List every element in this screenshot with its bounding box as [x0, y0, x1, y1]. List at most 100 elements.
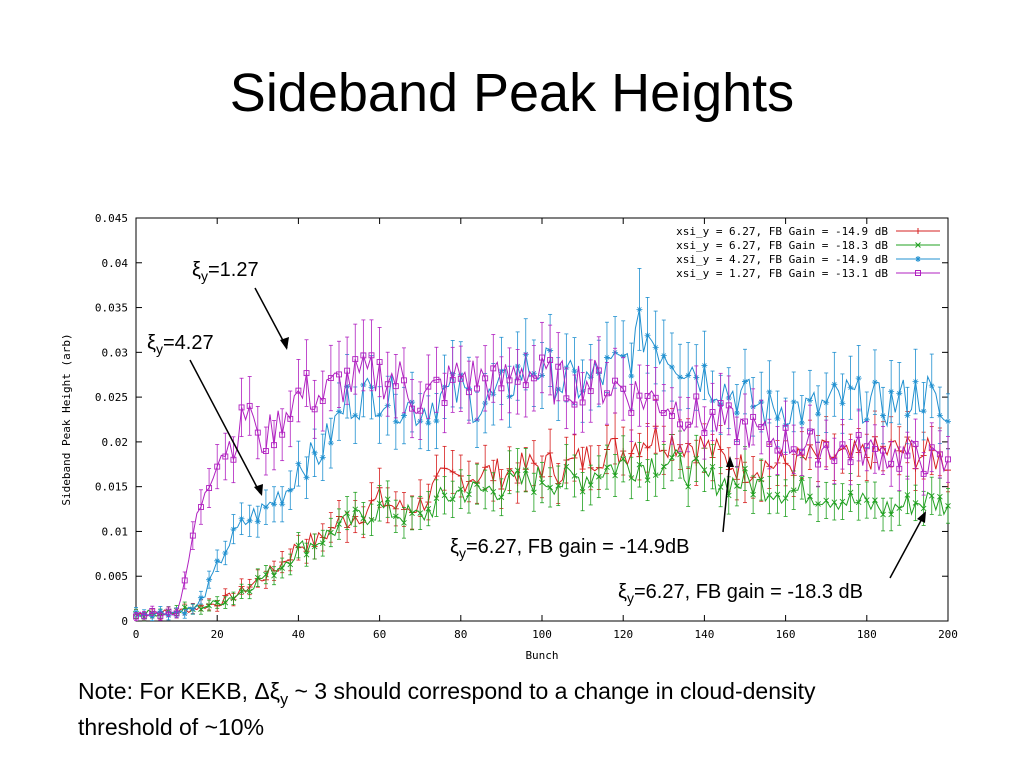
slide-note: Note: For KEKB, Δξy ~ 3 should correspon… — [78, 678, 816, 740]
data-point — [628, 409, 635, 416]
data-point — [620, 385, 627, 392]
data-point — [595, 367, 602, 374]
data-point — [311, 406, 318, 413]
y-tick-label: 0 — [121, 615, 128, 628]
data-point — [311, 543, 318, 550]
data-point — [328, 529, 334, 536]
data-point — [449, 376, 456, 383]
data-point — [238, 588, 245, 595]
data-point — [863, 443, 870, 450]
y-tick-label: 0.02 — [102, 436, 129, 449]
data-point — [263, 571, 269, 578]
data-point — [303, 551, 310, 558]
slide-title: Sideband Peak Heights — [229, 63, 795, 123]
data-point — [279, 565, 285, 571]
data-point — [644, 477, 651, 483]
data-point — [871, 379, 878, 386]
data-point — [336, 521, 342, 527]
data-point — [482, 464, 489, 471]
data-point — [368, 517, 375, 523]
data-point — [677, 374, 684, 381]
data-point — [612, 472, 618, 479]
data-point — [498, 494, 505, 501]
data-point — [262, 504, 269, 511]
data-point — [457, 486, 464, 493]
data-point — [734, 483, 740, 489]
data-point — [790, 446, 797, 453]
data-point — [904, 452, 911, 459]
data-point — [279, 501, 286, 508]
annotation-xi-6-27-18-3: ξy=6.27, FB gain = -18.3 dB — [618, 511, 926, 606]
data-point — [482, 375, 489, 382]
data-point — [376, 412, 383, 419]
svg-text:ξy=6.27, FB gain = -14.9dB: ξy=6.27, FB gain = -14.9dB — [450, 536, 689, 561]
data-point — [604, 464, 610, 470]
data-point — [157, 613, 164, 620]
data-point — [758, 476, 765, 483]
legend-marker — [915, 256, 921, 262]
data-point — [709, 409, 716, 415]
data-point — [246, 402, 253, 409]
data-point — [571, 473, 578, 479]
x-axis-label: Bunch — [525, 649, 558, 662]
x-tick-label: 80 — [454, 628, 467, 641]
data-point — [206, 602, 212, 609]
data-point — [441, 400, 448, 406]
xi-symbol: ξ — [192, 259, 201, 281]
data-point — [701, 362, 708, 369]
data-point — [133, 613, 139, 620]
data-point — [912, 500, 919, 506]
data-point — [579, 466, 586, 473]
y-tick-label: 0.045 — [95, 212, 128, 225]
data-point — [863, 416, 870, 423]
data-point — [806, 397, 813, 404]
data-point — [774, 415, 781, 422]
data-point — [539, 479, 545, 486]
arrowhead-icon — [726, 456, 734, 467]
data-point — [685, 372, 692, 379]
annotation-xi-1-27: ξy=1.27 — [192, 259, 289, 350]
data-point — [766, 492, 773, 498]
data-point — [368, 497, 375, 504]
data-point — [344, 367, 351, 374]
data-point — [344, 510, 350, 516]
data-point — [319, 398, 326, 405]
data-point — [880, 447, 886, 454]
data-point — [547, 484, 553, 491]
data-point — [327, 375, 334, 381]
data-point — [449, 468, 456, 475]
data-point — [506, 469, 513, 476]
data-point — [612, 435, 619, 442]
annotation-arrow — [889, 514, 925, 579]
data-point — [717, 446, 724, 453]
data-point — [555, 482, 562, 489]
data-point — [571, 368, 578, 375]
y-tick-label: 0.035 — [95, 302, 128, 315]
data-point — [652, 472, 659, 479]
data-point — [636, 461, 643, 468]
data-point — [149, 608, 156, 614]
data-point — [636, 392, 643, 399]
data-point — [620, 353, 627, 360]
data-point — [912, 378, 919, 385]
data-point — [198, 606, 204, 613]
data-point — [571, 401, 578, 408]
data-point — [839, 400, 846, 407]
x-tick-label: 60 — [373, 628, 386, 641]
data-point — [912, 440, 919, 447]
x-tick-label: 160 — [776, 628, 796, 641]
data-point — [319, 454, 326, 461]
data-point — [230, 526, 237, 533]
data-point — [717, 484, 724, 490]
data-point — [157, 608, 164, 615]
data-point — [490, 489, 497, 495]
data-point — [246, 517, 253, 524]
data-point — [896, 390, 903, 397]
data-point — [888, 511, 894, 518]
data-point — [579, 399, 586, 406]
data-point — [376, 359, 383, 366]
data-point — [847, 459, 854, 466]
data-point — [417, 407, 424, 414]
y-tick-label: 0.025 — [95, 391, 128, 404]
